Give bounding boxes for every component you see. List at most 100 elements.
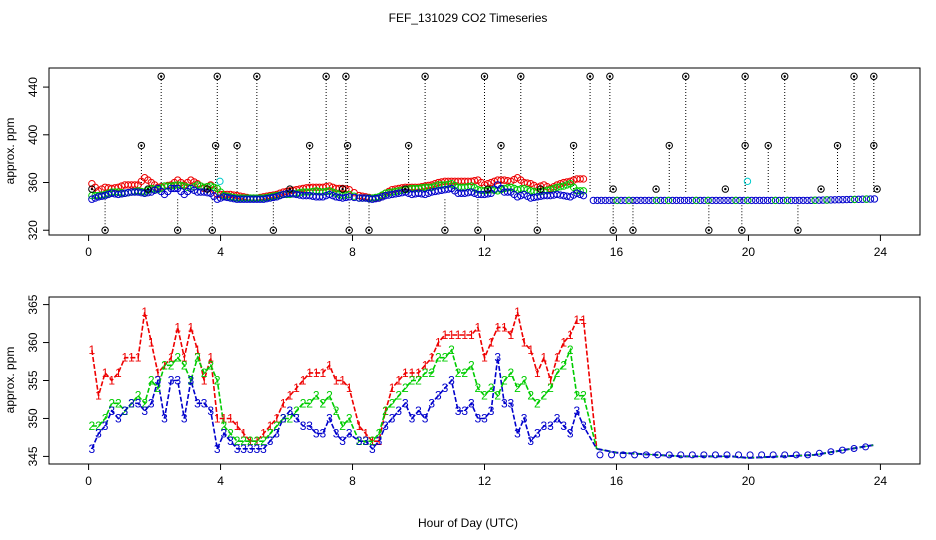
top-blue-point (791, 196, 799, 205)
series-3-point: 3 (254, 442, 261, 456)
top-black-marker (342, 72, 350, 81)
top-black-marker (586, 72, 594, 81)
top-blue-point (688, 196, 697, 205)
top-blue-point (609, 196, 617, 205)
top-green-point (559, 182, 568, 190)
top-blue-point (325, 190, 334, 199)
series-1-point: 1 (108, 374, 115, 388)
top-black-marker (609, 185, 617, 193)
top-black-marker (536, 185, 545, 193)
top-blue-point (724, 196, 732, 205)
top-blue-point (269, 193, 278, 202)
series-2-point: 2 (102, 411, 109, 425)
series-3-point: 3 (494, 351, 501, 365)
series-2-point: 2 (541, 389, 548, 403)
series-2-point: 2 (240, 434, 247, 448)
top-black-marker-dot (216, 75, 219, 78)
series-2-point: 2 (428, 366, 435, 380)
series-1-point: 1 (580, 313, 587, 327)
top-blue-point (759, 196, 768, 205)
top-x-tick-label: 16 (610, 245, 624, 259)
top-black-marker-dot (631, 229, 635, 232)
series-2-point: 2 (415, 374, 422, 388)
bottom-x-tick-label: 12 (478, 474, 492, 488)
series-2-point: 2 (547, 381, 554, 395)
series-3-point: 3 (362, 434, 369, 448)
top-black-marker (88, 185, 96, 193)
series-1-point: 1 (395, 374, 402, 388)
series-3-point: 3 (214, 442, 221, 456)
top-blue-point (342, 193, 350, 202)
top-blue-point (827, 196, 835, 204)
series-3-point: 3 (442, 381, 449, 395)
series-1-point: 1 (221, 411, 228, 425)
top-black-marker (345, 226, 353, 234)
top-black-marker (682, 72, 690, 81)
series-1-point: 1 (260, 427, 267, 441)
series-1-point: 1 (188, 320, 195, 334)
series-3-point: 3 (567, 427, 574, 441)
series-1-point: 1 (280, 396, 287, 410)
top-blue-point (649, 196, 657, 205)
plateau-point (804, 451, 812, 459)
series-3-point: 3 (155, 374, 162, 388)
series-2-point: 2 (389, 396, 396, 410)
top-black-marker-dot (90, 187, 94, 191)
series-1-point: 1 (306, 366, 313, 380)
series-3-point: 3 (267, 434, 274, 448)
series-3-point: 3 (240, 442, 247, 456)
plateau-point (862, 443, 870, 451)
top-black-marker-dot (611, 187, 615, 191)
series-1-point: 1 (293, 381, 300, 395)
series-2-point: 2 (475, 381, 482, 395)
series-2-point: 2 (382, 404, 389, 418)
top-black-marker (629, 226, 637, 234)
top-blue-point (424, 189, 433, 197)
series-3-point: 3 (247, 442, 254, 456)
plateau-point (677, 451, 685, 459)
series-3-point: 3 (428, 396, 435, 410)
top-blue-point (676, 196, 685, 205)
top-y-tick-label: 360 (26, 172, 40, 192)
series-1-point: 1 (102, 366, 109, 380)
series-2-point: 2 (521, 374, 528, 388)
series-2-point: 2 (534, 396, 541, 410)
series-2-point: 2 (560, 358, 567, 372)
top-blue-point (605, 196, 613, 205)
series-1-point: 1 (409, 366, 416, 380)
series-1-point: 1 (339, 374, 346, 388)
top-black-marker-dot (288, 187, 292, 191)
chart-title: FEF_131029 CO2 Timeseries (389, 11, 548, 25)
top-blue-point (870, 195, 879, 203)
plateau-point (815, 449, 823, 457)
top-x-tick-label: 20 (742, 245, 756, 259)
series-3-point: 3 (534, 427, 541, 441)
top-y-tick-label: 440 (26, 77, 40, 97)
series-1-point: 1 (567, 328, 574, 342)
top-black-marker-dot (588, 75, 592, 78)
series-3-point: 3 (455, 404, 462, 418)
top-black-marker (569, 141, 578, 150)
series-2-point: 2 (89, 419, 96, 433)
top-red-point (576, 175, 584, 183)
series-3-point: 3 (161, 411, 168, 425)
series-2-point: 2 (508, 366, 515, 380)
plateau-point (827, 448, 835, 456)
top-blue-point (91, 194, 99, 202)
top-black-marker (421, 72, 429, 81)
top-black-marker-dot (341, 187, 344, 191)
top-black-marker-dot (872, 75, 876, 78)
top-black-marker-dot (519, 75, 522, 78)
series-1-point: 1 (333, 374, 340, 388)
series-3-point: 3 (521, 411, 528, 425)
top-black-marker-dot (255, 75, 259, 78)
series-3-point: 3 (174, 374, 181, 388)
top-black-marker (741, 141, 749, 150)
series-3-point: 3 (382, 419, 389, 433)
series-1-point: 1 (155, 366, 162, 380)
top-black-marker (474, 226, 482, 234)
plateau-point (792, 451, 800, 459)
series-3-point: 3 (409, 411, 416, 425)
top-blue-point (350, 193, 358, 202)
series-3-point: 3 (280, 411, 287, 425)
